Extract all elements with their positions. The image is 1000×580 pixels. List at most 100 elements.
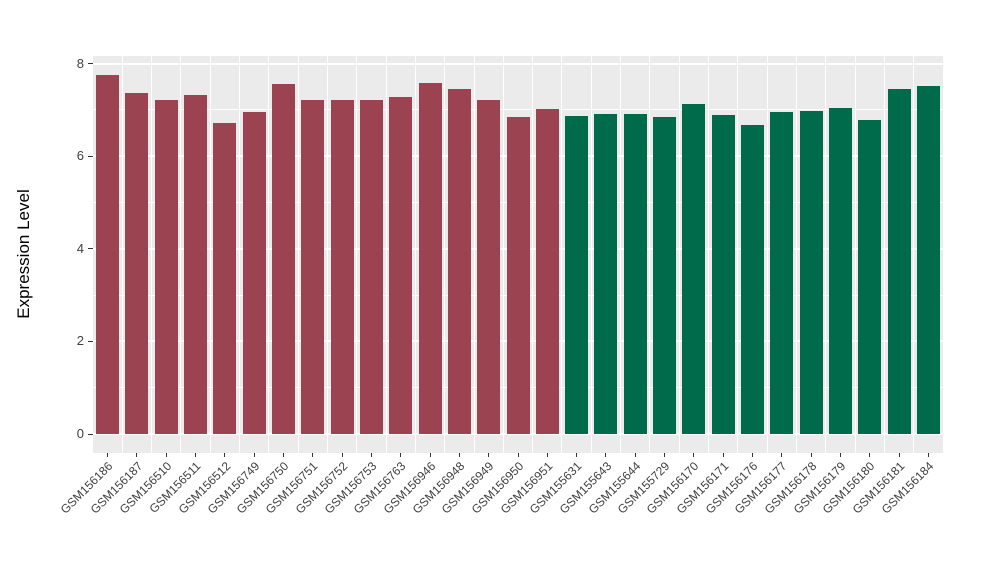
bar-GSM155643 [594, 113, 618, 434]
x-gridline [151, 56, 153, 453]
bar-GSM155729 [653, 116, 677, 434]
y-tick-label: 8 [76, 55, 84, 71]
x-tick-mark [107, 453, 109, 457]
x-tick-mark [722, 453, 724, 457]
x-gridline [737, 56, 739, 453]
bar-GSM155631 [565, 115, 589, 434]
x-tick-mark [488, 453, 490, 457]
x-gridline [532, 56, 534, 453]
bar-GSM156949 [477, 99, 501, 434]
x-gridline [268, 56, 270, 453]
y-tick-label: 6 [76, 148, 84, 164]
x-gridline [502, 56, 504, 453]
bar-GSM156752 [330, 99, 354, 434]
bar-GSM156170 [682, 104, 706, 434]
bar-GSM156184 [916, 86, 940, 434]
y-tick-label: 2 [76, 333, 84, 349]
x-gridline [473, 56, 475, 453]
bar-GSM156763 [389, 97, 413, 434]
x-tick-mark [751, 453, 753, 457]
bar-GSM156750 [272, 84, 296, 434]
bar-GSM156751 [301, 99, 325, 434]
x-tick-mark [664, 453, 666, 457]
y-tick-label: 4 [76, 240, 84, 256]
x-gridline [326, 56, 328, 453]
bar-GSM156511 [184, 94, 208, 434]
x-tick-mark [576, 453, 578, 457]
bar-GSM156950 [506, 117, 530, 434]
y-tick-mark [88, 63, 93, 65]
y-gridline-major [93, 433, 943, 435]
x-tick-mark [312, 453, 314, 457]
y-axis-title: Expression Level [14, 189, 33, 319]
x-gridline [590, 56, 592, 453]
x-tick-mark [429, 453, 431, 457]
x-gridline [444, 56, 446, 453]
x-gridline [854, 56, 856, 453]
x-tick-mark [195, 453, 197, 457]
x-gridline [766, 56, 768, 453]
x-gridline [678, 56, 680, 453]
x-gridline [795, 56, 797, 453]
x-gridline [708, 56, 710, 453]
x-gridline [209, 56, 211, 453]
x-tick-mark [810, 453, 812, 457]
bar-GSM155644 [623, 113, 647, 434]
bar-GSM156171 [711, 114, 735, 434]
x-gridline [297, 56, 299, 453]
bar-GSM156753 [359, 99, 383, 434]
bar-GSM156179 [828, 107, 852, 434]
x-tick-mark [781, 453, 783, 457]
x-tick-mark [634, 453, 636, 457]
x-tick-mark [605, 453, 607, 457]
x-gridline [356, 56, 358, 453]
x-gridline [121, 56, 123, 453]
x-gridline [649, 56, 651, 453]
bar-GSM156178 [799, 111, 823, 434]
bar-GSM156510 [154, 99, 178, 434]
x-tick-mark [839, 453, 841, 457]
x-tick-mark [136, 453, 138, 457]
x-tick-mark [400, 453, 402, 457]
x-tick-mark [253, 453, 255, 457]
x-tick-mark [165, 453, 167, 457]
x-gridline [913, 56, 915, 453]
chart-panel [93, 56, 943, 453]
x-tick-mark [693, 453, 695, 457]
x-tick-mark [898, 453, 900, 457]
x-gridline [883, 56, 885, 453]
x-tick-mark [546, 453, 548, 457]
y-tick-mark [88, 155, 93, 157]
y-tick-label: 0 [76, 426, 84, 441]
bar-GSM156176 [740, 125, 764, 434]
x-gridline [180, 56, 182, 453]
y-tick-mark [88, 433, 93, 435]
x-tick-mark [224, 453, 226, 457]
y-tick-mark [88, 248, 93, 250]
bar-GSM156951 [535, 108, 559, 434]
bar-GSM156512 [213, 122, 237, 434]
x-gridline [414, 56, 416, 453]
x-gridline [561, 56, 563, 453]
bar-GSM156749 [242, 111, 266, 434]
x-tick-mark [341, 453, 343, 457]
bar-GSM156948 [447, 89, 471, 434]
bar-GSM156181 [887, 88, 911, 434]
bar-GSM156177 [770, 112, 794, 434]
y-gridline-minor [93, 109, 943, 111]
x-tick-mark [283, 453, 285, 457]
x-tick-mark [370, 453, 372, 457]
bar-GSM156180 [858, 119, 882, 434]
x-gridline [239, 56, 241, 453]
x-tick-mark [927, 453, 929, 457]
x-tick-mark [869, 453, 871, 457]
bar-GSM156946 [418, 83, 442, 434]
bar-GSM156187 [125, 92, 149, 434]
x-gridline [620, 56, 622, 453]
x-tick-mark [517, 453, 519, 457]
x-gridline [385, 56, 387, 453]
y-gridline-major [93, 62, 943, 65]
x-gridline [825, 56, 827, 453]
y-tick-mark [88, 340, 93, 342]
